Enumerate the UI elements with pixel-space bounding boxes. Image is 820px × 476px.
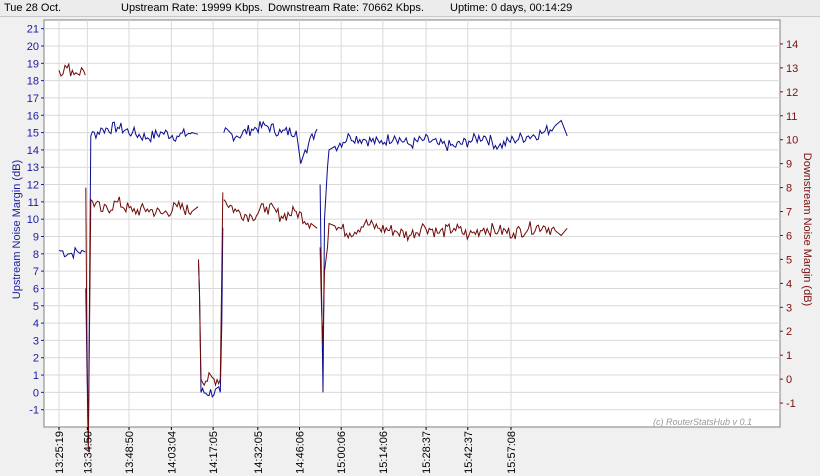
- date-label: Tue 28 Oct.: [4, 2, 62, 14]
- ytick-left-label: 12: [27, 180, 39, 192]
- ytick-left-label: 6: [33, 283, 39, 295]
- y-axis-left-title: Upstream Noise Margin (dB): [11, 160, 23, 299]
- ytick-right-label: 11: [786, 111, 797, 123]
- xtick-label: 13:34:50: [82, 431, 94, 474]
- ytick-left-label: 2: [33, 353, 39, 365]
- xtick-label: 15:14:06: [378, 431, 390, 474]
- ytick-left-label: 20: [27, 41, 39, 53]
- ytick-right-label: 6: [786, 230, 792, 242]
- ytick-left-label: 14: [27, 145, 39, 157]
- xtick-label: 14:46:06: [295, 431, 307, 474]
- ytick-left-label: 19: [27, 58, 39, 70]
- ytick-left-label: 16: [27, 110, 39, 122]
- xtick-label: 15:00:06: [336, 431, 348, 474]
- ytick-left-label: 8: [33, 249, 39, 261]
- upstream-series-segment-4: [319, 119, 568, 393]
- downstream-series-segment-0: [58, 62, 86, 77]
- xtick-label: 15:28:37: [421, 431, 433, 474]
- ytick-right-label: 5: [786, 254, 792, 266]
- ytick-left-label: 4: [33, 318, 39, 330]
- ytick-left-label: -1: [29, 405, 39, 417]
- ytick-left-label: 0: [33, 387, 39, 399]
- ytick-left-label: 11: [28, 197, 39, 209]
- y-axis-right-title: Downstream Noise Margin (dB): [801, 153, 813, 306]
- ytick-right-label: 14: [786, 39, 798, 51]
- xtick-label: 13:25:19: [54, 431, 66, 474]
- ytick-left-label: 5: [33, 301, 39, 313]
- ytick-right-label: 7: [786, 207, 792, 219]
- ytick-right-label: 3: [786, 302, 792, 314]
- ytick-left-label: 21: [27, 24, 39, 36]
- watermark-text: (c) RouterStatsHub v 0.1: [653, 417, 752, 427]
- ytick-right-label: 2: [786, 326, 792, 338]
- ytick-right-label: 8: [786, 183, 792, 195]
- ytick-right-label: 10: [786, 135, 798, 147]
- xtick-label: 13:48:50: [124, 431, 136, 474]
- xtick-label: 14:32:05: [253, 431, 265, 474]
- series-layer: [58, 62, 568, 451]
- upstream-rate-label: Upstream Rate: 19999 Kbps.: [121, 2, 263, 14]
- downstream-series-segment-3: [223, 199, 318, 230]
- uptime-label: Uptime: 0 days, 00:14:29: [450, 2, 573, 14]
- axes: -10123456789101112131415161718192021-101…: [11, 24, 813, 474]
- ytick-right-label: 9: [786, 159, 792, 171]
- ytick-right-label: -1: [786, 398, 796, 410]
- ytick-right-label: 4: [786, 278, 792, 290]
- upstream-series-segment-3: [223, 120, 318, 164]
- ytick-left-label: 17: [27, 93, 39, 105]
- xtick-label: 15:57:08: [506, 431, 518, 474]
- plot-area: [43, 19, 781, 428]
- xtick-label: 15:42:37: [463, 431, 475, 474]
- downstream-series-segment-4: [319, 218, 568, 344]
- upstream-series-segment-2: [198, 227, 224, 398]
- ytick-left-label: 15: [27, 128, 39, 140]
- ytick-left-label: 1: [33, 370, 39, 382]
- ytick-right-label: 12: [786, 87, 798, 99]
- downstream-series-segment-2: [198, 192, 224, 388]
- ytick-right-label: 1: [786, 350, 792, 362]
- ytick-right-label: 0: [786, 374, 792, 386]
- upstream-series-segment-1: [85, 121, 199, 445]
- ytick-left-label: 7: [33, 266, 39, 278]
- downstream-rate-label: Downstream Rate: 70662 Kbps.: [268, 2, 424, 14]
- ytick-left-label: 10: [27, 214, 39, 226]
- xtick-label: 14:17:05: [208, 431, 220, 474]
- ytick-left-label: 9: [33, 231, 39, 243]
- ytick-left-label: 18: [27, 76, 39, 88]
- ytick-left-label: 3: [33, 335, 39, 347]
- downstream-series-segment-1: [85, 187, 199, 451]
- status-bar: Tue 28 Oct. Upstream Rate: 19999 Kbps. D…: [0, 0, 820, 17]
- ytick-right-label: 13: [786, 63, 798, 75]
- upstream-series-segment-0: [58, 246, 86, 260]
- ytick-left-label: 13: [27, 162, 39, 174]
- xtick-label: 14:03:04: [166, 431, 178, 474]
